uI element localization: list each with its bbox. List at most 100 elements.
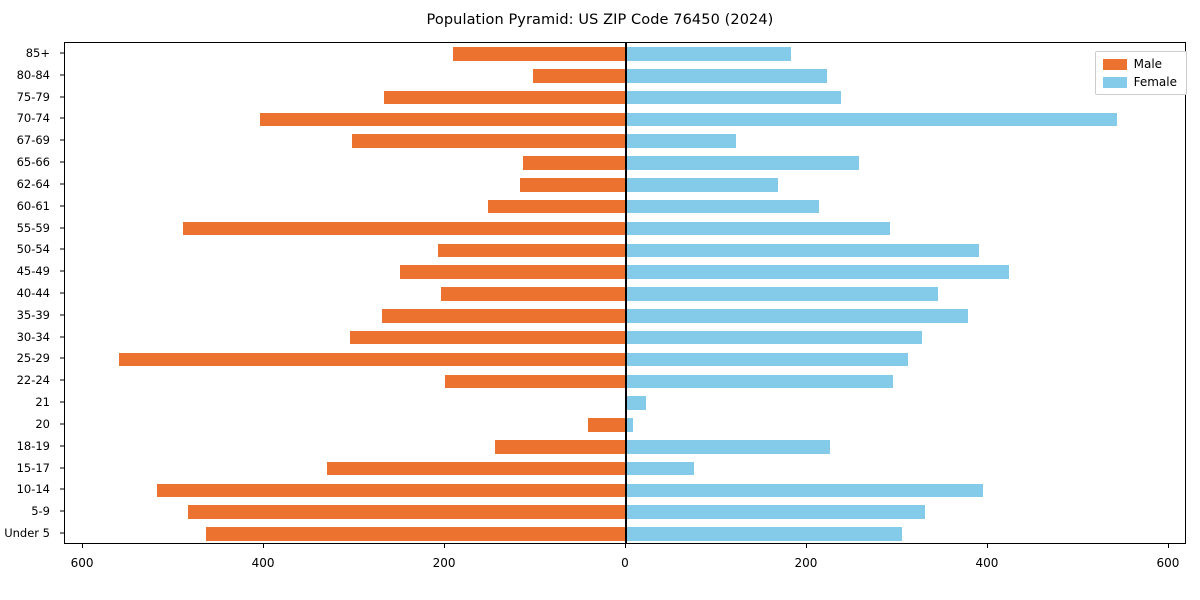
bar-male-40-44 — [440, 287, 626, 301]
bar-male-50-54 — [437, 243, 626, 258]
bar-male-65-66 — [522, 156, 626, 170]
bar-female-35-39 — [626, 309, 969, 323]
bar-row — [65, 396, 1185, 410]
bar-female-67-69 — [626, 134, 737, 148]
y-tick-label-40-44: 40-44 — [16, 286, 50, 300]
legend-swatch-male — [1102, 58, 1127, 70]
bar-female-21 — [626, 396, 646, 410]
y-tick-label-5-9: 5-9 — [31, 504, 50, 519]
y-tick-label-30-34: 30-34 — [16, 329, 50, 344]
bar-row — [65, 134, 1185, 148]
y-tick-mark — [60, 423, 64, 425]
x-tick-label-3: 0 — [621, 556, 629, 570]
x-tick-mark — [444, 544, 446, 548]
bar-row — [65, 309, 1185, 323]
legend-item-male[interactable]: Male — [1102, 57, 1177, 71]
bar-row — [65, 330, 1185, 345]
bar-row — [65, 374, 1185, 389]
y-tick-mark — [60, 357, 64, 359]
x-tick-label-4: 200 — [794, 556, 818, 570]
bar-row — [65, 178, 1185, 192]
y-tick-label-35-39: 35-39 — [16, 307, 50, 322]
bar-row — [65, 265, 1185, 279]
bar-male-80-84 — [532, 68, 626, 83]
bar-male-45-49 — [399, 265, 626, 279]
y-tick-mark — [60, 161, 64, 163]
y-tick-label-67-69: 67-69 — [16, 133, 50, 148]
x-tick-label-0: 600 — [70, 556, 94, 570]
y-tick-mark — [60, 117, 64, 119]
y-tick-mark — [60, 227, 64, 229]
bar-female-15-17 — [626, 461, 694, 476]
bar-row — [65, 440, 1185, 454]
y-axis: Under 5 5-9 10-14 15-17 18-19 20 21 22-24 25-29 3… — [0, 42, 64, 544]
y-tick-mark — [60, 139, 64, 141]
y-tick-label-21: 21 — [35, 395, 50, 410]
bar-female-85- — [626, 47, 791, 61]
x-tick-mark — [625, 544, 626, 548]
bar-row — [65, 461, 1185, 476]
y-tick-mark — [60, 510, 64, 512]
y-tick-mark — [60, 488, 64, 490]
bar-male-20 — [587, 418, 626, 432]
bar-female-22-24 — [626, 374, 893, 389]
bar-row — [65, 221, 1185, 236]
bar-row — [65, 527, 1185, 541]
bar-male-55-59 — [182, 221, 626, 236]
bar-female-10-14 — [626, 483, 984, 498]
y-tick-mark — [60, 336, 64, 338]
bar-row — [65, 90, 1185, 105]
bar-female-20 — [626, 418, 634, 432]
y-tick-mark — [60, 205, 64, 207]
bar-female-65-66 — [626, 156, 860, 170]
zero-axis-line — [625, 43, 627, 543]
bar-female-75-79 — [626, 90, 842, 105]
y-tick-mark — [60, 270, 64, 272]
bar-female-under-5 — [626, 527, 902, 541]
legend-item-female[interactable]: Female — [1102, 75, 1177, 89]
y-tick-label-62-64: 62-64 — [16, 176, 50, 191]
bar-male-15-17 — [327, 461, 626, 476]
y-tick-label-45-49: 45-49 — [16, 264, 50, 279]
bar-male-22-24 — [445, 374, 626, 389]
bar-row — [65, 243, 1185, 258]
y-tick-mark — [60, 292, 64, 294]
bar-row — [65, 418, 1185, 432]
page-title: Population Pyramid: US ZIP Code 76450 (2… — [426, 12, 774, 28]
y-tick-mark — [60, 96, 64, 98]
y-tick-mark — [60, 248, 64, 250]
y-tick-mark — [60, 314, 64, 316]
x-tick-label-2: 200 — [432, 556, 456, 570]
y-tick-label-80-84: 80-84 — [16, 67, 50, 82]
bar-female-50-54 — [626, 243, 979, 258]
y-tick-mark — [60, 74, 64, 76]
y-tick-label-50-54: 50-54 — [16, 242, 50, 257]
y-tick-mark — [60, 52, 64, 54]
bar-row — [65, 156, 1185, 170]
bar-female-55-59 — [626, 221, 891, 236]
y-tick-mark — [60, 445, 64, 447]
bar-female-70-74 — [626, 112, 1118, 127]
y-tick-mark — [60, 467, 64, 469]
bar-male-70-74 — [259, 112, 626, 127]
bar-male-under-5 — [206, 527, 626, 541]
y-tick-label-55-59: 55-59 — [16, 220, 50, 235]
bar-male-10-14 — [157, 483, 626, 498]
bar-male-18-19 — [494, 440, 626, 454]
bar-male-67-69 — [351, 134, 626, 148]
bar-male-5-9 — [188, 505, 626, 520]
bar-male-30-34 — [350, 330, 626, 345]
bar-male-60-61 — [488, 199, 626, 214]
x-tick-mark — [805, 544, 807, 548]
bar-female-5-9 — [626, 505, 925, 520]
x-tick-mark — [1167, 544, 1169, 548]
bar-row — [65, 112, 1185, 127]
y-tick-label-under-5: Under 5 — [4, 526, 50, 541]
y-tick-mark — [60, 532, 64, 534]
x-tick-mark — [986, 544, 988, 548]
y-tick-label-70-74: 70-74 — [16, 111, 50, 126]
bar-row — [65, 352, 1185, 367]
bar-male-85- — [453, 47, 626, 61]
bar-row — [65, 199, 1185, 214]
